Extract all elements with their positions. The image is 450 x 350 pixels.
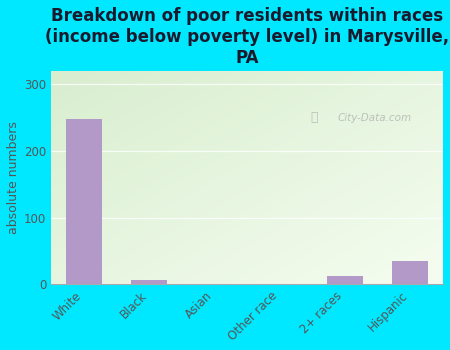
Y-axis label: absolute numbers: absolute numbers (7, 121, 20, 234)
Title: Breakdown of poor residents within races
(income below poverty level) in Marysvi: Breakdown of poor residents within races… (45, 7, 449, 66)
Bar (131, 280, 167, 284)
Text: ⓘ: ⓘ (310, 111, 318, 124)
Text: City-Data.com: City-Data.com (337, 113, 411, 123)
Bar (392, 261, 428, 284)
Bar (327, 276, 363, 284)
Bar (66, 119, 102, 284)
